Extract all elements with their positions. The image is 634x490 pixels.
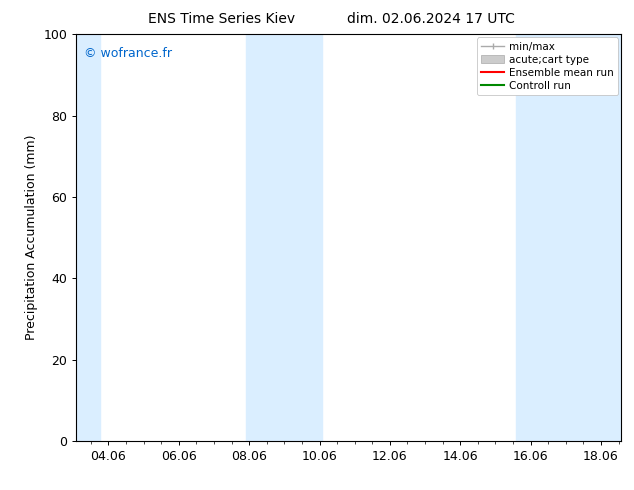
Text: ENS Time Series Kiev: ENS Time Series Kiev <box>148 12 295 26</box>
Text: dim. 02.06.2024 17 UTC: dim. 02.06.2024 17 UTC <box>347 12 515 26</box>
Legend: min/max, acute;cart type, Ensemble mean run, Controll run: min/max, acute;cart type, Ensemble mean … <box>477 37 618 95</box>
Bar <box>516 34 621 441</box>
Bar <box>76 34 100 441</box>
Bar <box>247 34 322 441</box>
Y-axis label: Precipitation Accumulation (mm): Precipitation Accumulation (mm) <box>25 135 37 341</box>
Text: © wofrance.fr: © wofrance.fr <box>84 47 172 59</box>
